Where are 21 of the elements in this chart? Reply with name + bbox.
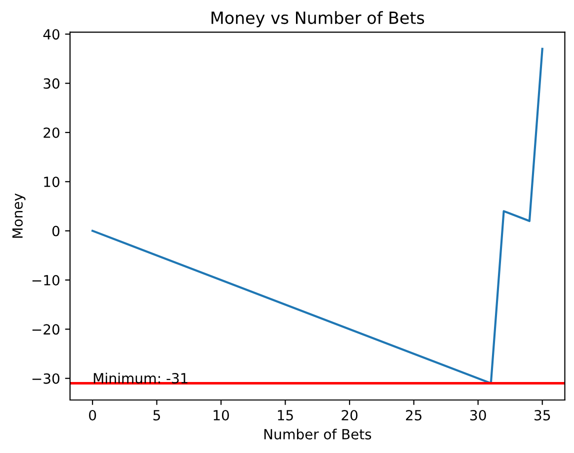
y-tick-label: −30 (32, 373, 60, 384)
y-tick-label: 10 (44, 176, 60, 188)
y-axis-title: Money (12, 193, 26, 238)
y-tick-label: 40 (43, 29, 60, 40)
y-tick-label: 30 (44, 78, 60, 89)
y-tick-label: −10 (32, 274, 60, 286)
x-tick-label: 0 (89, 410, 96, 420)
y-tick-label: 20 (44, 127, 60, 138)
x-tick-label: 15 (278, 410, 293, 420)
x-tick-label: 10 (214, 410, 229, 420)
x-tick-label: 30 (470, 410, 486, 420)
x-tick-label: 5 (153, 410, 160, 420)
x-tick-label: 25 (406, 410, 422, 420)
chart-title: Money vs Number of Bets (212, 11, 424, 28)
y-tick-label: −20 (32, 324, 60, 335)
y-tick-label: 0 (52, 226, 60, 236)
line-series (91, 48, 544, 384)
x-axis-title: Number of Bets (264, 428, 372, 440)
annotation: Minimum: -31 (94, 372, 188, 384)
x-tick-label: 20 (342, 410, 358, 420)
x-tick-label: 35 (534, 410, 550, 420)
